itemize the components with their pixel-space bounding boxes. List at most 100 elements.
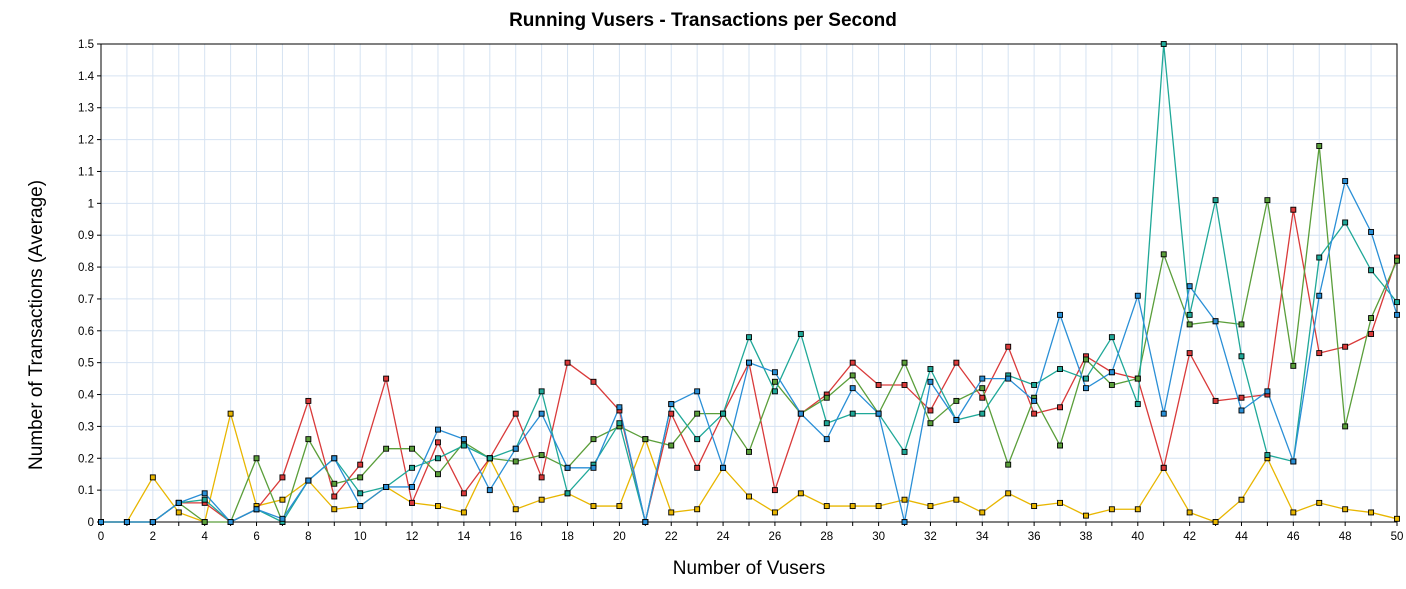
- data-point-series-3: [1368, 315, 1375, 322]
- data-point-series-3: [823, 394, 830, 401]
- y-tick-label: 1.4: [78, 71, 95, 83]
- data-point-series-5: [1134, 292, 1141, 299]
- data-point-series-1: [538, 496, 545, 503]
- data-point-series-5: [1108, 369, 1115, 376]
- data-point-series-5: [1368, 229, 1375, 235]
- data-point-series-1: [668, 509, 675, 516]
- y-tick-label: 1.3: [78, 103, 94, 115]
- data-point-series-4: [1342, 219, 1349, 226]
- data-point-series-2: [668, 410, 675, 417]
- y-tick-label: 0.1: [78, 485, 94, 497]
- data-point-series-2: [460, 490, 467, 497]
- x-tick-label: 16: [509, 531, 522, 543]
- data-point-series-3: [927, 420, 934, 427]
- data-point-series-2: [357, 461, 364, 468]
- data-point-series-4: [1394, 299, 1400, 306]
- data-point-series-2: [538, 474, 545, 481]
- data-point-series-1: [927, 503, 934, 510]
- x-tick-label: 22: [665, 531, 678, 543]
- axis-ticks: 0 0.1 0.2 0.3 0.4 0.5 0.6 0.7 0.8 0.9 1 1.1 1.2 1.3 1.…: [78, 39, 1403, 543]
- data-point-series-1: [590, 503, 597, 510]
- x-tick-label: 34: [976, 531, 989, 543]
- data-point-series-5: [668, 401, 675, 408]
- data-point-series-5: [1290, 458, 1297, 465]
- x-tick-label: 42: [1183, 531, 1196, 543]
- data-point-series-5: [331, 455, 338, 462]
- data-point-series-5: [1160, 410, 1167, 417]
- data-point-series-2: [383, 375, 390, 382]
- data-point-series-5: [1031, 397, 1038, 404]
- data-point-series-4: [1316, 254, 1323, 261]
- data-point-series-4: [616, 420, 623, 427]
- data-point-series-5: [1186, 283, 1193, 290]
- data-point-series-5: [512, 445, 519, 452]
- data-point-series-5: [642, 519, 649, 525]
- data-point-series-1: [1108, 506, 1115, 513]
- data-point-series-3: [305, 436, 312, 443]
- data-point-series-5: [694, 388, 701, 395]
- data-point-series-2: [1031, 410, 1038, 417]
- x-tick-label: 46: [1287, 531, 1300, 543]
- data-point-series-5: [538, 410, 545, 417]
- data-point-series-1: [1238, 496, 1245, 503]
- data-point-series-2: [409, 499, 415, 506]
- y-tick-label: 0.5: [78, 358, 94, 370]
- data-point-series-3: [1186, 321, 1193, 328]
- data-point-series-4: [927, 366, 934, 372]
- data-point-series-3: [1108, 382, 1115, 388]
- data-point-series-4: [1264, 452, 1271, 459]
- x-tick-label: 8: [305, 531, 311, 543]
- data-point-series-3: [1316, 143, 1323, 149]
- data-point-series-3: [849, 372, 856, 379]
- data-point-series-4: [201, 496, 208, 503]
- data-point-series-1: [979, 509, 986, 516]
- data-point-series-3: [590, 436, 597, 443]
- data-point-series-2: [875, 382, 882, 388]
- data-point-series-4: [1108, 334, 1115, 341]
- data-point-series-5: [409, 483, 415, 490]
- data-point-series-3: [668, 442, 675, 449]
- data-point-series-4: [771, 388, 778, 395]
- x-tick-label: 2: [150, 531, 156, 543]
- data-point-series-1: [823, 503, 830, 510]
- data-point-series-1: [901, 496, 908, 503]
- data-point-series-2: [512, 410, 519, 417]
- data-point-series-4: [979, 410, 986, 417]
- data-point-series-3: [435, 471, 441, 478]
- x-tick-label: 48: [1339, 531, 1352, 543]
- data-point-series-3: [694, 410, 701, 417]
- data-point-series-5: [746, 359, 752, 366]
- data-point-series-4: [746, 334, 752, 341]
- data-point-series-5: [486, 487, 493, 494]
- data-point-series-1: [279, 496, 286, 503]
- data-point-series-4: [1186, 311, 1193, 318]
- data-point-series-5: [98, 519, 104, 525]
- y-tick-label: 0.3: [78, 421, 94, 433]
- data-point-series-5: [357, 503, 364, 510]
- data-point-series-2: [849, 359, 856, 366]
- data-point-series-5: [590, 464, 597, 471]
- data-point-series-5: [1316, 292, 1323, 299]
- data-point-series-5: [927, 378, 934, 385]
- data-point-series-5: [979, 375, 986, 382]
- x-tick-label: 26: [769, 531, 782, 543]
- data-point-series-3: [1290, 362, 1297, 369]
- data-point-series-2: [564, 359, 571, 366]
- y-axis-title: Number of Transactions (Average): [26, 180, 47, 470]
- data-point-series-1: [1394, 515, 1400, 522]
- data-point-series-5: [1342, 178, 1349, 184]
- data-point-series-5: [1264, 388, 1271, 395]
- data-point-series-3: [1264, 197, 1271, 204]
- data-point-series-5: [823, 436, 830, 443]
- data-point-series-3: [383, 445, 390, 452]
- data-point-series-3: [512, 458, 519, 465]
- data-point-series-1: [435, 503, 441, 510]
- data-point-series-1: [771, 509, 778, 516]
- x-tick-label: 24: [717, 531, 730, 543]
- data-point-series-2: [1368, 331, 1375, 337]
- data-point-series-1: [1031, 503, 1038, 510]
- data-point-series-2: [1186, 350, 1193, 357]
- data-point-series-1: [616, 503, 623, 510]
- data-point-series-2: [331, 493, 338, 500]
